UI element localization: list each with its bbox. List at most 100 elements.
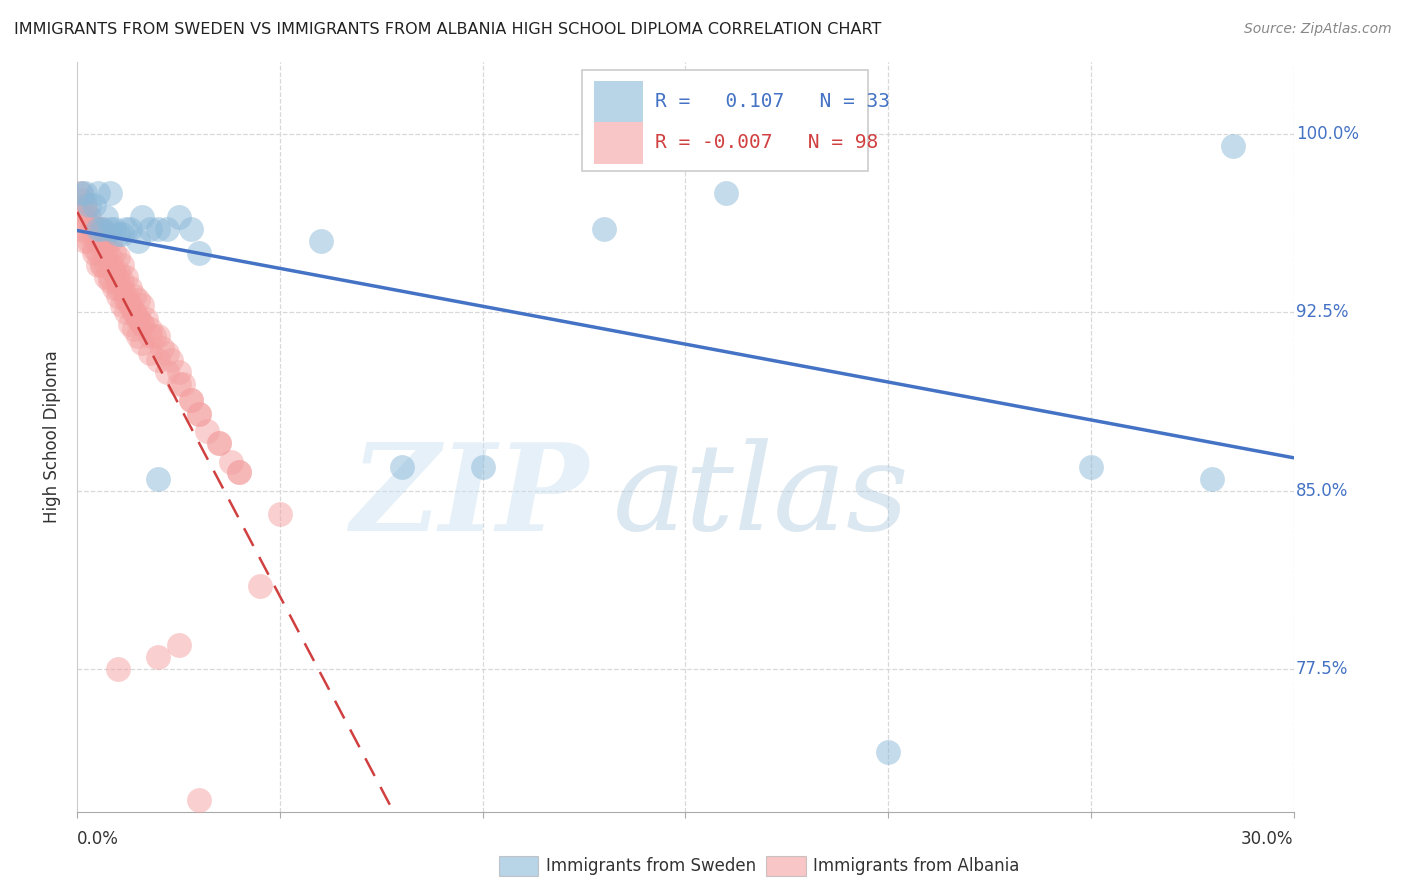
- Point: [167, 365, 190, 379]
- Point: [167, 376, 190, 391]
- Text: Immigrants from Sweden: Immigrants from Sweden: [546, 857, 755, 875]
- Point: [127, 312, 149, 326]
- Point: [107, 265, 129, 279]
- Point: [139, 222, 162, 236]
- Point: [111, 227, 134, 241]
- Point: [471, 459, 494, 474]
- Point: [79, 198, 101, 212]
- Point: [127, 312, 149, 326]
- Point: [1201, 472, 1223, 486]
- Point: [107, 251, 129, 265]
- Point: [107, 227, 129, 241]
- Point: [111, 274, 134, 288]
- Point: [111, 298, 134, 312]
- Point: [83, 198, 105, 212]
- Point: [94, 269, 117, 284]
- Text: Source: ZipAtlas.com: Source: ZipAtlas.com: [1244, 22, 1392, 37]
- Point: [75, 198, 97, 212]
- Point: [155, 345, 177, 359]
- Text: 100.0%: 100.0%: [1296, 125, 1360, 143]
- Point: [103, 265, 125, 279]
- Text: R = -0.007   N = 98: R = -0.007 N = 98: [655, 133, 879, 153]
- Point: [148, 650, 170, 665]
- Point: [115, 288, 138, 302]
- Text: Immigrants from Albania: Immigrants from Albania: [813, 857, 1019, 875]
- Point: [115, 293, 138, 308]
- Point: [83, 227, 105, 241]
- Point: [139, 345, 162, 359]
- Point: [188, 245, 211, 260]
- Point: [90, 258, 112, 272]
- Text: 0.0%: 0.0%: [77, 830, 120, 848]
- Point: [131, 317, 153, 331]
- Point: [221, 455, 243, 469]
- Point: [148, 472, 170, 486]
- Point: [127, 329, 149, 343]
- Point: [118, 298, 141, 312]
- Point: [714, 186, 737, 201]
- Text: 92.5%: 92.5%: [1296, 303, 1348, 321]
- Point: [188, 408, 211, 422]
- Point: [148, 352, 170, 367]
- Point: [90, 258, 112, 272]
- Point: [86, 222, 108, 236]
- Point: [118, 222, 141, 236]
- Point: [111, 281, 134, 295]
- Point: [1080, 459, 1102, 474]
- Point: [83, 245, 105, 260]
- Point: [180, 393, 202, 408]
- Text: IMMIGRANTS FROM SWEDEN VS IMMIGRANTS FROM ALBANIA HIGH SCHOOL DIPLOMA CORRELATIO: IMMIGRANTS FROM SWEDEN VS IMMIGRANTS FRO…: [14, 22, 882, 37]
- Point: [115, 305, 138, 319]
- Point: [83, 241, 105, 255]
- Point: [98, 269, 121, 284]
- Point: [131, 336, 153, 351]
- Point: [118, 317, 141, 331]
- Point: [70, 194, 93, 208]
- Point: [79, 227, 101, 241]
- Point: [90, 234, 112, 248]
- Point: [155, 222, 177, 236]
- Point: [90, 222, 112, 236]
- Point: [115, 269, 138, 284]
- Point: [127, 293, 149, 308]
- Point: [98, 234, 121, 248]
- Point: [75, 234, 97, 248]
- Point: [94, 227, 117, 241]
- Point: [148, 329, 170, 343]
- Bar: [595, 122, 643, 163]
- Point: [143, 329, 166, 343]
- Point: [94, 258, 117, 272]
- Point: [90, 241, 112, 255]
- Point: [159, 352, 181, 367]
- Point: [208, 436, 231, 450]
- Point: [79, 234, 101, 248]
- Point: [98, 251, 121, 265]
- Point: [103, 222, 125, 236]
- Point: [155, 365, 177, 379]
- Text: R =   0.107   N = 33: R = 0.107 N = 33: [655, 92, 890, 111]
- Point: [167, 638, 190, 652]
- Point: [180, 393, 202, 408]
- Point: [75, 202, 97, 217]
- Point: [131, 298, 153, 312]
- Point: [195, 424, 218, 438]
- Text: ZIP: ZIP: [350, 438, 588, 557]
- Point: [122, 305, 145, 319]
- Point: [122, 322, 145, 336]
- Point: [269, 508, 291, 522]
- Point: [75, 186, 97, 201]
- Point: [180, 222, 202, 236]
- Point: [167, 210, 190, 224]
- Point: [131, 210, 153, 224]
- Point: [86, 234, 108, 248]
- Point: [86, 222, 108, 236]
- Text: 77.5%: 77.5%: [1296, 660, 1348, 678]
- Point: [139, 329, 162, 343]
- Point: [107, 662, 129, 676]
- Point: [188, 793, 211, 807]
- Text: atlas: atlas: [613, 438, 910, 556]
- Point: [70, 222, 93, 236]
- Point: [135, 312, 157, 326]
- Point: [122, 288, 145, 302]
- Point: [70, 186, 93, 201]
